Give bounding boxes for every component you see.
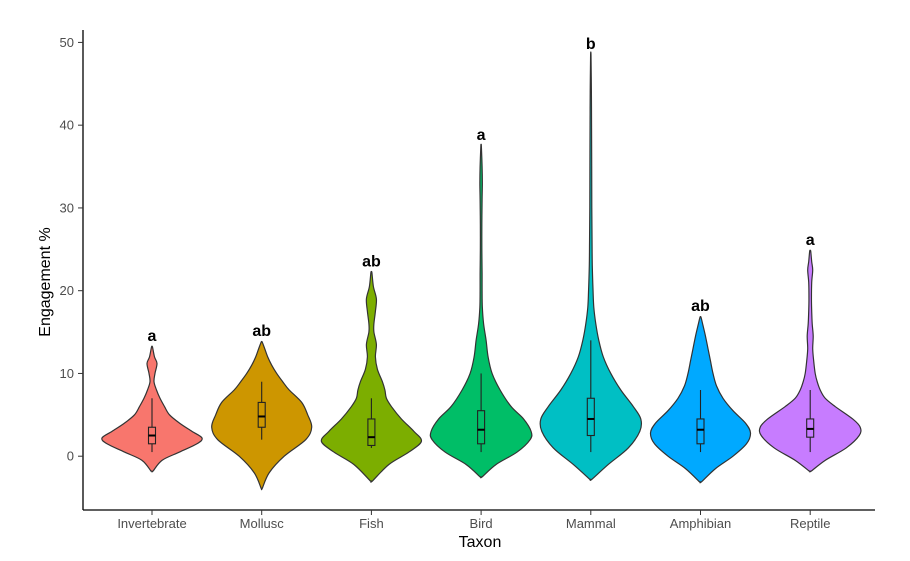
significance-label: ab [252, 323, 271, 340]
y-tick-label: 30 [60, 200, 74, 215]
significance-label: b [586, 36, 596, 53]
significance-label: ab [691, 298, 710, 315]
y-tick-label: 50 [60, 35, 74, 50]
x-tick-label: Invertebrate [117, 516, 186, 531]
violin-shape [429, 143, 533, 479]
violin-group: b [539, 36, 643, 482]
iqr-box [367, 418, 376, 446]
violin-group: ab [649, 298, 752, 484]
x-axis: Invertebrate Mollusc Fish Bird Mammal Amphibi… [83, 509, 875, 531]
significance-label: a [477, 127, 486, 144]
iqr-box [477, 410, 486, 445]
violin-shape [539, 51, 643, 482]
x-tick-label: Mammal [566, 516, 616, 531]
y-axis-title: Engagement % [37, 227, 54, 336]
violin-group: a [101, 328, 203, 473]
significance-label: a [806, 232, 815, 249]
x-tick-label: Amphibian [670, 516, 731, 531]
x-tick-label: Reptile [790, 516, 830, 531]
y-tick-label: 10 [60, 366, 74, 381]
x-axis-title: Taxon [459, 534, 502, 551]
significance-label: a [148, 328, 157, 345]
y-tick-label: 0 [67, 449, 74, 464]
violin-group: ab [320, 253, 423, 483]
iqr-box [586, 397, 595, 437]
x-tick-label: Mollusc [240, 516, 285, 531]
y-axis: 0 10 20 30 40 50 [60, 30, 84, 510]
violin-group: ab [211, 323, 313, 491]
iqr-box [257, 401, 266, 428]
iqr-box [696, 418, 705, 445]
significance-label: ab [362, 253, 381, 270]
y-tick-label: 20 [60, 283, 74, 298]
violin-group: a [429, 127, 533, 479]
x-tick-label: Bird [470, 516, 493, 531]
y-tick-label: 40 [60, 118, 74, 133]
violin-shape [320, 270, 423, 483]
x-tick-label: Fish [359, 516, 384, 531]
violin-shape [758, 249, 862, 473]
violin-group: a [758, 232, 862, 473]
